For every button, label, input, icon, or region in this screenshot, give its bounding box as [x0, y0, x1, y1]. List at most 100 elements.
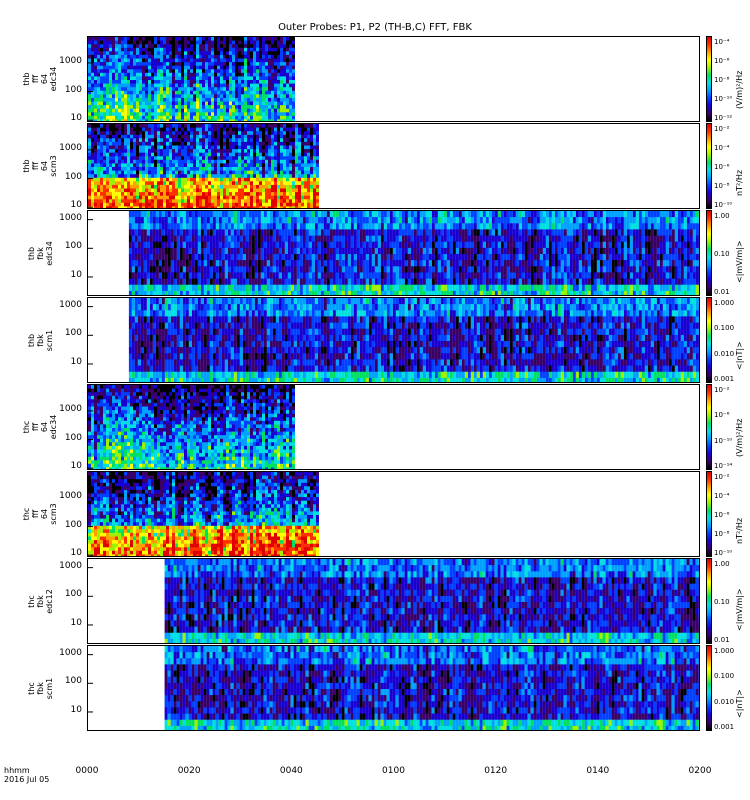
heatmap-cell [247, 37, 250, 42]
heatmap-cell [250, 37, 253, 42]
heatmap-cell [280, 199, 283, 204]
heatmap-cell [151, 149, 154, 154]
heatmap-cell [161, 247, 165, 255]
heatmap-cell [251, 217, 255, 224]
heatmap-cell [208, 131, 211, 136]
heatmap-cell [239, 260, 243, 267]
heatmap-cell [250, 192, 253, 197]
heatmap-cell [347, 278, 351, 286]
heatmap-cell [244, 115, 247, 120]
heatmap-cell [262, 131, 265, 136]
heatmap-cell [205, 97, 208, 102]
heatmap-cell [151, 115, 154, 120]
heatmap-cell [103, 51, 106, 56]
heatmap-cell [268, 174, 271, 179]
heatmap-cell [91, 54, 94, 59]
heatmap-cell [127, 184, 130, 189]
heatmap-cell [88, 47, 91, 52]
heatmap-cell [190, 80, 193, 85]
heatmap-cell [137, 211, 141, 218]
heatmap-cell [136, 87, 139, 92]
heatmap-cell [112, 94, 115, 99]
heatmap-cell [277, 62, 280, 67]
heatmap-cell [257, 272, 261, 279]
heatmap-cell [292, 174, 295, 179]
heatmap-cell [124, 131, 127, 136]
heatmap-cell [145, 195, 148, 200]
heatmap-cell [166, 202, 169, 207]
heatmap-cell [209, 223, 213, 230]
heatmap-cell [130, 202, 133, 207]
heatmap-cell [398, 235, 402, 243]
heatmap-cell [142, 141, 145, 146]
heatmap-cell [434, 235, 438, 243]
heatmap-cell [154, 177, 157, 182]
heatmap-cell [118, 159, 121, 164]
heatmap-cell [280, 170, 283, 175]
heatmap-cell [202, 101, 205, 106]
heatmap-cell [91, 149, 94, 154]
heatmap-cell [307, 163, 310, 168]
heatmap-cell [145, 127, 148, 132]
heatmap-cell [160, 76, 163, 81]
heatmap-cell [199, 152, 202, 157]
heatmap-cell [193, 174, 196, 179]
heatmap-cell [286, 94, 289, 99]
heatmap-cell [160, 195, 163, 200]
heatmap-cell [145, 72, 148, 77]
heatmap-cell [100, 192, 103, 197]
heatmap-cell [341, 290, 345, 295]
heatmap-cell [178, 112, 181, 117]
heatmap-cell [163, 181, 166, 186]
heatmap-cell [226, 181, 229, 186]
heatmap-cell [223, 108, 226, 113]
heatmap-cell [283, 94, 286, 99]
heatmap-cell [88, 192, 91, 197]
heatmap-cell [136, 58, 139, 63]
heatmap-cell [146, 272, 150, 279]
heatmap-cell [304, 156, 307, 161]
heatmap-cell [88, 112, 91, 117]
heatmap-cell [284, 241, 288, 249]
heatmap-cell [292, 80, 295, 85]
heatmap-cell [154, 170, 157, 175]
heatmap-cell [127, 40, 130, 45]
heatmap-cell [259, 58, 262, 63]
heatmap-cell [160, 163, 163, 168]
heatmap-cell [94, 51, 97, 56]
heatmap-cell [146, 266, 150, 273]
heatmap-cell [262, 177, 265, 182]
heatmap-cell [224, 266, 228, 273]
heatmap-cell [154, 80, 157, 85]
heatmap-cell [154, 37, 157, 42]
heatmap-cell [386, 235, 390, 243]
heatmap-cell [157, 138, 160, 143]
heatmap-cell [212, 272, 216, 279]
heatmap-cell [115, 112, 118, 117]
heatmap-cell [401, 254, 405, 261]
heatmap-cell [437, 266, 441, 273]
heatmap-cell [332, 260, 336, 267]
heatmap-cell [182, 235, 186, 243]
heatmap-cell [440, 247, 444, 255]
heatmap-cell [169, 156, 172, 161]
heatmap-cell [190, 188, 193, 193]
heatmap-cell [268, 188, 271, 193]
heatmap-cell [172, 87, 175, 92]
heatmap-cell [205, 152, 208, 157]
heatmap-cell [97, 152, 100, 157]
heatmap-cell [214, 87, 217, 92]
heatmap-cell [121, 124, 124, 129]
heatmap-cell [206, 266, 210, 273]
heatmap-cell [265, 156, 268, 161]
heatmap-cell [211, 54, 214, 59]
heatmap-cell [133, 47, 136, 52]
heatmap-cell [401, 241, 405, 249]
heatmap-cell [142, 54, 145, 59]
heatmap-cell [112, 138, 115, 143]
heatmap-cell [395, 278, 399, 286]
heatmap-cell [301, 163, 304, 168]
heatmap-cell [419, 223, 423, 230]
heatmap-cell [115, 124, 118, 129]
heatmap-cell [295, 149, 298, 154]
